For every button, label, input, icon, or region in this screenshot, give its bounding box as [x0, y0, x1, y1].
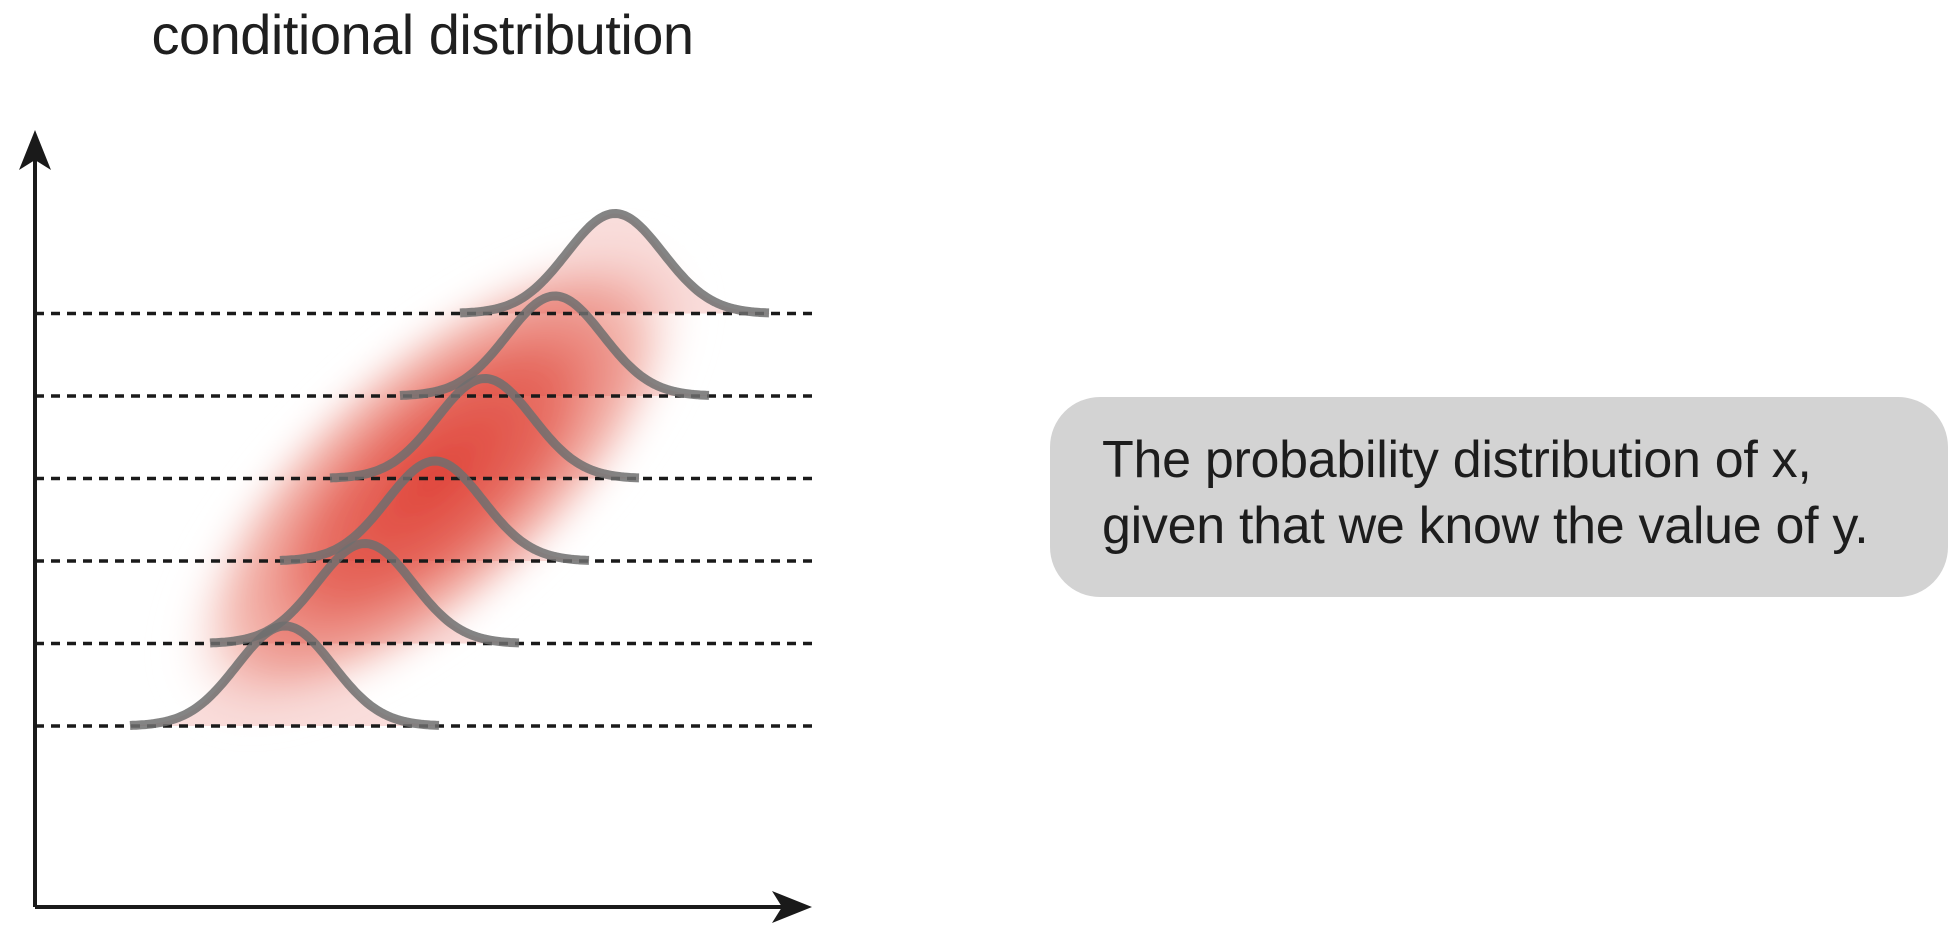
x-axis-arrow-icon — [772, 891, 812, 923]
page-title: conditional distribution — [151, 3, 694, 66]
conditional-curves — [128, 209, 771, 730]
callout-line-1: The probability distribution of x, — [1102, 431, 1812, 489]
conditional-curve-5 — [398, 291, 711, 400]
explanation-callout: The probability distribution of x, given… — [1050, 397, 1948, 597]
conditional-curve-6 — [458, 209, 771, 318]
conditional-curve-1 — [128, 621, 441, 730]
conditional-curve-3 — [278, 456, 591, 565]
y-axis-arrow-icon — [19, 130, 51, 170]
conditional-curve-2 — [208, 539, 521, 648]
callout-line-2: given that we know the value of y. — [1102, 497, 1869, 555]
conditional-curve-4 — [328, 374, 641, 483]
axes — [19, 130, 812, 923]
